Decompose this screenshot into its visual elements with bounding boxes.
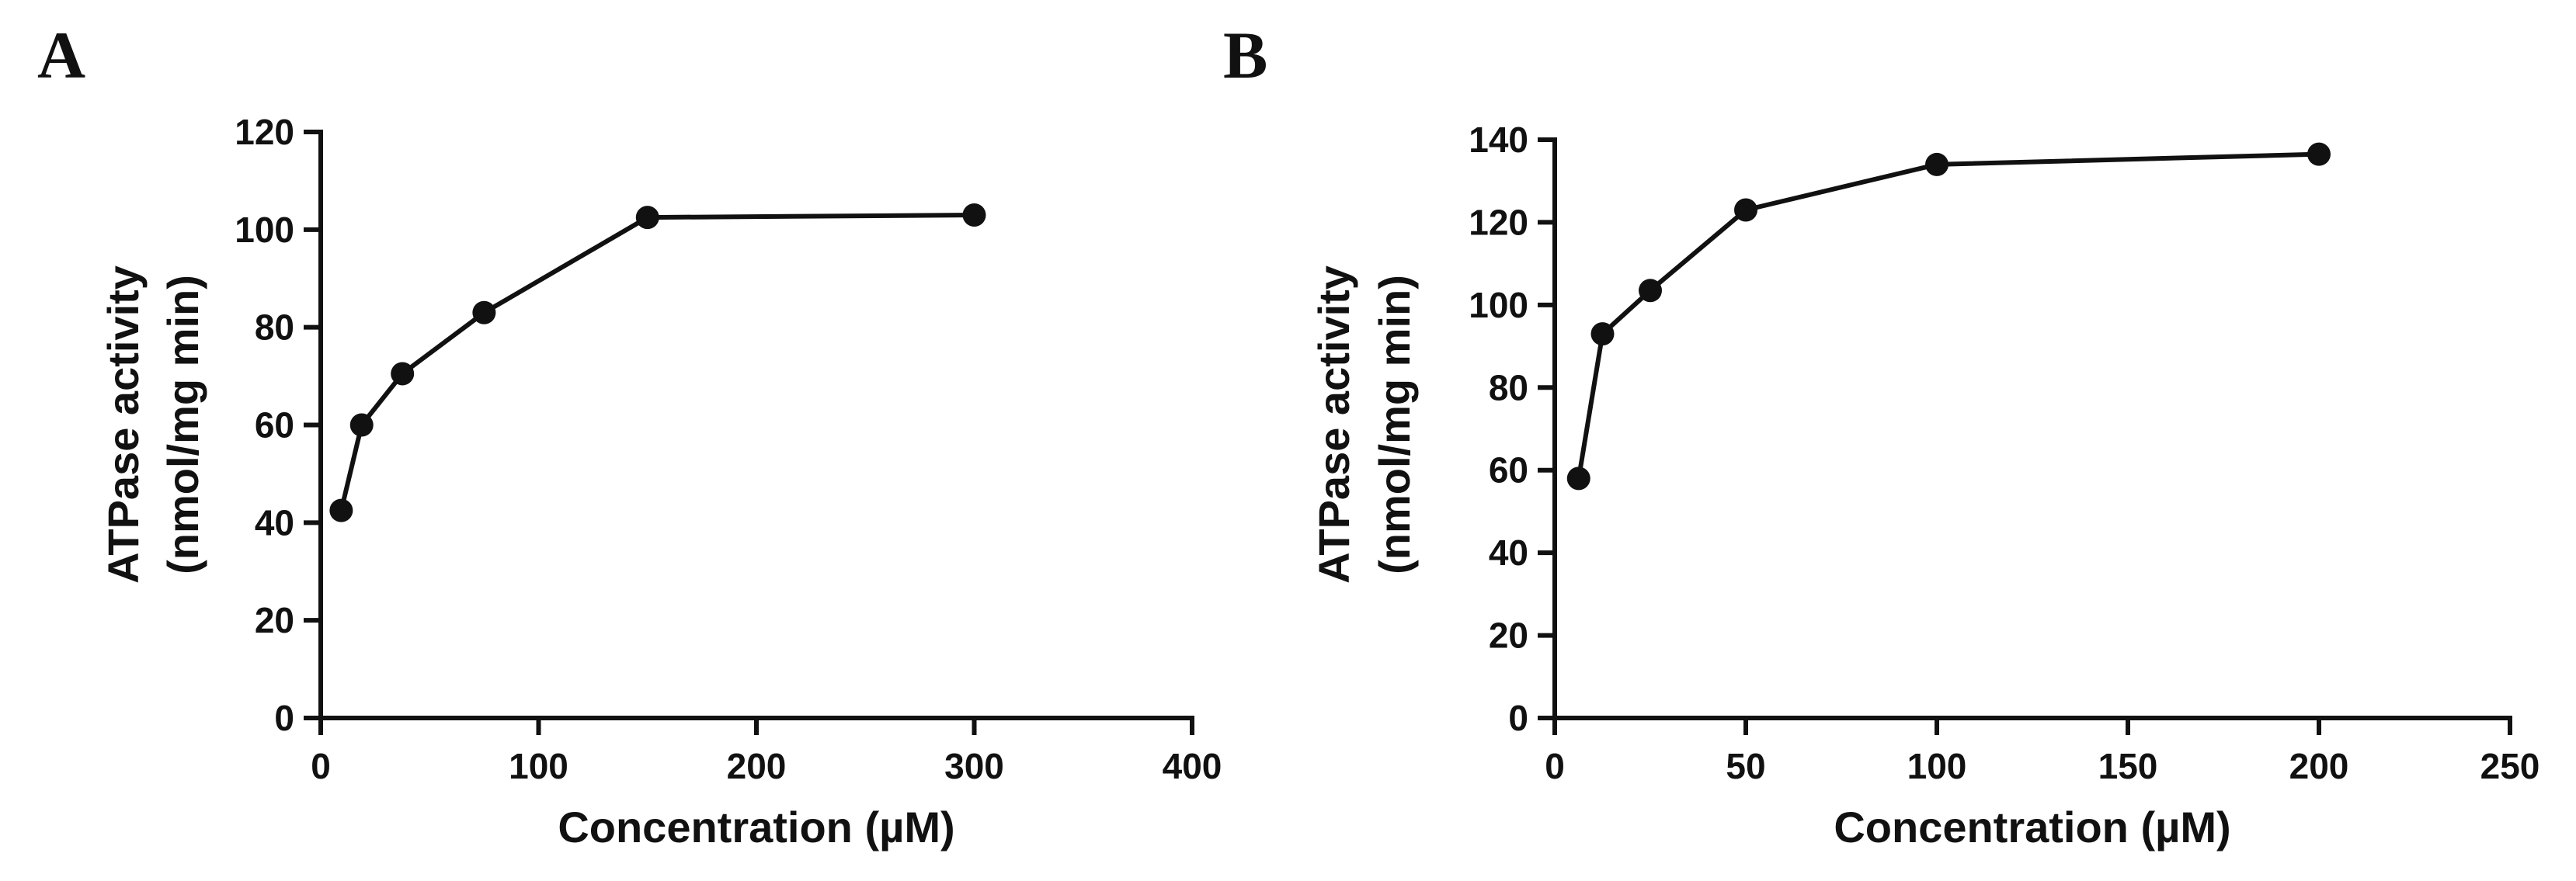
panel-b-y-axis-label-line2: (nmol/mg min) — [1370, 275, 1419, 574]
panel-a-y-tick-label: 60 — [255, 405, 294, 446]
panel-b-x-tick-label: 50 — [1726, 746, 1765, 786]
panel-b-data-point — [1734, 198, 1757, 222]
panel-a-y-tick-label: 40 — [255, 502, 294, 543]
panel-a-y-axis-label-line1: ATPase activity — [99, 265, 148, 584]
panel-b-y-tick-label: 20 — [1489, 616, 1528, 656]
panel-b-data-point — [1925, 152, 1949, 176]
panel-b-x-tick-label: 200 — [2289, 746, 2349, 786]
panel-a-y-tick-label: 80 — [255, 307, 294, 348]
panel-a-x-tick-label: 100 — [509, 746, 568, 786]
panel-a-series-line — [339, 213, 975, 512]
panel-a-x-tick-label: 400 — [1163, 746, 1222, 786]
panel-b-x-tick-label: 150 — [2098, 746, 2158, 786]
panel-a-data-point — [349, 413, 374, 437]
panel-b-data-point — [1566, 467, 1590, 491]
panel-b-y-axis-label-line1: ATPase activity — [1309, 265, 1358, 584]
panel-b: B Concentration (µM) ATPase activity (nm… — [1223, 18, 2539, 852]
panel-a-x-axis-label: Concentration (µM) — [558, 803, 954, 852]
panel-a-x-tick-label: 300 — [944, 746, 1004, 786]
panel-b-x-axis-label: Concentration (µM) — [1834, 803, 2230, 852]
panel-a-x-tick-label: 0 — [311, 746, 331, 786]
panel-a-y-tick-label: 120 — [235, 112, 294, 152]
panel-b-y-tick-label: 140 — [1469, 120, 1528, 160]
panel-a-data-point — [391, 362, 415, 386]
panel-a-data-point — [962, 203, 986, 227]
panel-b-y-tick-label: 120 — [1469, 202, 1528, 242]
panel-b-y-tick-label: 100 — [1469, 285, 1528, 325]
panel-b-series-line — [1576, 151, 2320, 479]
panel-b-y-tick-label: 80 — [1489, 367, 1528, 408]
panel-b-data-point — [1590, 322, 1615, 346]
panel-b-letter: B — [1223, 18, 1267, 92]
panel-b-y-tick-label: 0 — [1508, 698, 1528, 738]
panel-a-data-point — [635, 206, 659, 230]
panel-a-letter: A — [37, 18, 85, 92]
panel-a-data-point — [472, 300, 496, 324]
panel-b-x-tick-label: 100 — [1907, 746, 1967, 786]
panel-b-data-point — [1639, 279, 1662, 303]
panel-a-x-tick-label: 200 — [727, 746, 787, 786]
panel-a-y-tick-label: 20 — [255, 600, 294, 640]
panel-a-data-point — [329, 498, 353, 522]
panel-b-y-tick-label: 60 — [1489, 450, 1528, 491]
panel-b-y-tick-label: 40 — [1489, 532, 1528, 573]
panel-a: A Concentration (µM) ATPase activity (nm… — [37, 18, 1222, 852]
panel-a-y-tick-label: 100 — [235, 210, 294, 250]
panel-a-y-axis-label-line2: (nmol/mg min) — [158, 275, 207, 574]
panel-b-data-point — [2307, 142, 2331, 166]
panel-b-x-tick-label: 250 — [2480, 746, 2540, 786]
panel-b-x-tick-label: 0 — [1545, 746, 1565, 786]
panel-a-y-tick-label: 0 — [274, 698, 294, 738]
